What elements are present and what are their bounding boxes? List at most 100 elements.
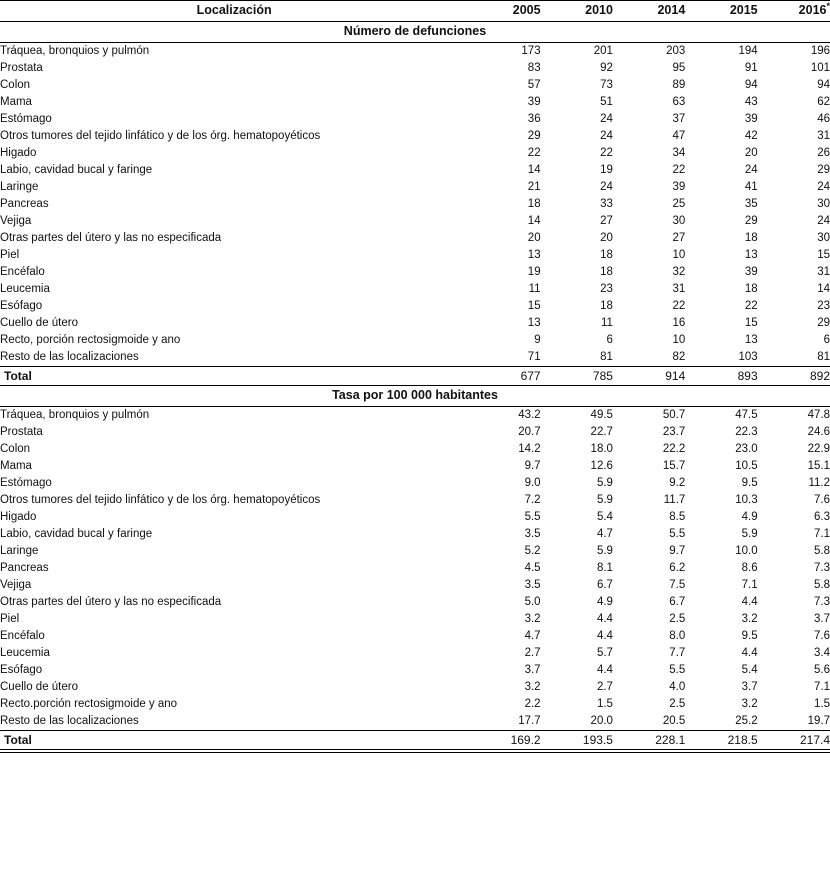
cell-value: 20: [600, 232, 613, 244]
cell-value: 24: [817, 181, 830, 193]
cell-value: 7.7: [669, 647, 686, 659]
cell-value: 43: [744, 96, 758, 108]
row-label: Tráquea, bronquios y pulmón: [0, 45, 150, 57]
cell-value: 3.2: [741, 613, 758, 625]
cell-value: 5.0: [524, 596, 541, 608]
row-label: Otros tumores del tejido linfático y de …: [0, 130, 321, 142]
table-row: Mama 39 51 63 43 62: [0, 94, 830, 111]
cell-value: 18: [744, 283, 758, 295]
total-label: Total: [4, 733, 32, 747]
cell-value: 9.0: [524, 477, 541, 489]
header-year-2005: 2005: [512, 3, 541, 17]
cell-value: 4.4: [741, 596, 758, 608]
cell-value: 4.7: [524, 630, 541, 642]
table-row: Estómago 9.0 5.9 9.2 9.5 11.2: [0, 475, 830, 492]
cell-value: 3.2: [741, 698, 758, 710]
row-label: Leucemia: [0, 647, 50, 659]
cell-value: 5.8: [814, 579, 830, 591]
cell-value: 39: [744, 113, 758, 125]
table-row: Tráquea, bronquios y pulmón 43.2 49.5 50.7 4…: [0, 407, 830, 425]
table-row: Resto de las localizaciones 71 81 82 103 81: [0, 349, 830, 367]
total-value: 217.4: [799, 733, 830, 747]
table-row: Cuello de útero 3.2 2.7 4.0 3.7 7.1: [0, 679, 830, 696]
row-label: Recto.porción rectosigmoide y ano: [0, 698, 178, 710]
table-row: Higado 5.5 5.4 8.5 4.9 6.3: [0, 509, 830, 526]
cell-value: 24.6: [807, 426, 830, 438]
cell-value: 9.5: [741, 477, 758, 489]
row-label: Prostata: [0, 426, 43, 438]
cell-value: 50.7: [662, 409, 686, 421]
cell-value: 3.2: [524, 681, 541, 693]
cell-value: 6.7: [669, 596, 686, 608]
cell-value: 18: [527, 198, 541, 210]
header-row: Localización 2005 2010 2014 2015 2016*: [0, 0, 830, 22]
cell-value: 201: [593, 45, 613, 57]
table-header: Localización 2005 2010 2014 2015 2016*: [0, 0, 830, 22]
table-bottom-rule-inner: [0, 752, 830, 753]
cell-value: 57: [527, 79, 541, 91]
total-label: Total: [4, 369, 32, 383]
cell-value: 5.9: [741, 528, 758, 540]
row-label: Mama: [0, 96, 32, 108]
row-label: Estómago: [0, 113, 52, 125]
cell-value: 23.7: [662, 426, 686, 438]
cell-value: 22: [527, 147, 541, 159]
table-body: Número de defunciones Tráquea, bronquios …: [0, 22, 830, 750]
cell-value: 33: [600, 198, 613, 210]
table-row: Otros tumores del tejido linfático y de …: [0, 492, 830, 509]
cell-value: 5.4: [741, 664, 758, 676]
cell-value: 13: [527, 249, 541, 261]
cell-value: 13: [744, 334, 758, 346]
header-year-2016-text: 2016: [798, 3, 827, 17]
header-year-2016: 2016*: [758, 1, 830, 22]
cell-value: 6.3: [814, 511, 830, 523]
cell-value: 196: [810, 45, 830, 57]
cell-value: 18: [600, 300, 613, 312]
section-header-row: Número de defunciones: [0, 22, 830, 43]
cell-value: 7.1: [814, 528, 830, 540]
section-title: Tasa por 100 000 habitantes: [332, 388, 498, 402]
table-bottom-rule-outer: [0, 749, 830, 753]
cell-value: 30: [817, 198, 830, 210]
cell-value: 27: [600, 215, 613, 227]
table-row: Piel 3.2 4.4 2.5 3.2 3.7: [0, 611, 830, 628]
section-title: Número de defunciones: [343, 24, 487, 38]
cell-value: 37: [672, 113, 686, 125]
row-label: Higado: [0, 147, 37, 159]
cell-value: 203: [666, 45, 686, 57]
cell-value: 20.7: [518, 426, 541, 438]
table-row: Otras partes del útero y las no especifi…: [0, 230, 830, 247]
cell-value: 3.7: [524, 664, 541, 676]
cell-value: 18.0: [590, 443, 613, 455]
cell-value: 3.4: [814, 647, 830, 659]
cell-value: 51: [600, 96, 613, 108]
table-row: Recto.porción rectosigmoide y ano 2.2 1.5 2…: [0, 696, 830, 713]
cell-value: 81: [817, 351, 830, 363]
row-label: Pancreas: [0, 562, 49, 574]
cell-value: 94: [817, 79, 830, 91]
cell-value: 7.1: [814, 681, 830, 693]
cell-value: 194: [738, 45, 758, 57]
table-row: Otros tumores del tejido linfático y de …: [0, 128, 830, 145]
cell-value: 95: [672, 62, 686, 74]
cell-value: 11: [600, 317, 613, 329]
cell-value: 4.4: [741, 647, 758, 659]
cell-value: 18: [600, 266, 613, 278]
cell-value: 43.2: [518, 409, 541, 421]
cancer-mortality-table: Localización 2005 2010 2014 2015 2016* N…: [0, 0, 830, 750]
cell-value: 31: [672, 283, 686, 295]
table-row: Piel 13 18 10 13 15: [0, 247, 830, 264]
row-label: Otros tumores del tejido linfático y de …: [0, 494, 321, 506]
table-row: Encéfalo 19 18 32 39 31: [0, 264, 830, 281]
cell-value: 24: [600, 113, 613, 125]
header-year-2014: 2014: [657, 3, 686, 17]
cell-value: 10: [672, 249, 686, 261]
table-row: Laringe 5.2 5.9 9.7 10.0 5.8: [0, 543, 830, 560]
cell-value: 8.1: [596, 562, 613, 574]
cell-value: 23: [600, 283, 613, 295]
cell-value: 12.6: [590, 460, 613, 472]
cell-value: 47.5: [735, 409, 758, 421]
cell-value: 9.7: [524, 460, 541, 472]
header-year-2015: 2015: [729, 3, 758, 17]
total-value: 914: [665, 369, 686, 383]
